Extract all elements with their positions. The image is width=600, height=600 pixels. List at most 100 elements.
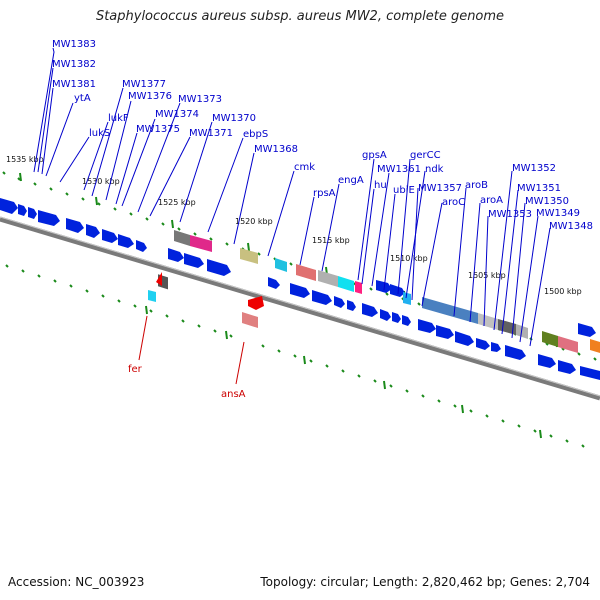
- gene-label: fer: [128, 364, 143, 375]
- lower-gene-callouts: [138, 315, 245, 385]
- gene-label: cmk: [294, 162, 315, 173]
- gene-label: rpsA: [313, 188, 336, 199]
- gene-arrow: [455, 331, 474, 346]
- tick-label: 1520 kbp: [235, 217, 273, 226]
- gene-arrow: [268, 277, 280, 289]
- gene-label: MW1383: [52, 39, 96, 50]
- gene-label: ubiE: [393, 185, 415, 196]
- gene-label: MW1381: [52, 79, 96, 90]
- gene-label: MW1376: [128, 91, 172, 102]
- rna-arrow: [248, 296, 264, 310]
- gene-label: MW1370: [212, 113, 256, 124]
- tick-label: 1525 kbp: [158, 198, 196, 207]
- gene-arrow: [168, 248, 184, 262]
- feature-box: [296, 264, 316, 281]
- gene-arrow: [347, 300, 356, 311]
- gene-callout-lines: [33, 47, 551, 347]
- gene-label: MW1348: [549, 221, 593, 232]
- gene-arrow: [184, 253, 204, 268]
- gene-label: ndk: [425, 164, 444, 175]
- feature-box: [148, 290, 156, 302]
- lower-gene-labels: fer ansA: [128, 364, 246, 400]
- gene-label: lukF: [108, 113, 129, 124]
- genome-backbone: [0, 216, 600, 401]
- kbp-tick-labels: 1535 kbp 1530 kbp 1525 kbp 1520 kbp 1515…: [6, 155, 582, 296]
- gene-arrow: [38, 210, 60, 226]
- feature-box: [355, 281, 362, 294]
- reverse-strand-features: [156, 272, 264, 310]
- gene-arrow: [402, 315, 411, 326]
- gene-label: MW1375: [136, 124, 180, 135]
- feature-box: [403, 292, 411, 305]
- accession-text: Accession: NC_003923: [8, 575, 145, 589]
- feature-box: [174, 230, 190, 246]
- upper-gene-labels: MW1383 MW1382 MW1381 ytA lukS lukF MW137…: [52, 39, 593, 232]
- feature-box: [338, 276, 354, 292]
- gene-arrow: [312, 290, 332, 305]
- gene-arrow: [491, 342, 501, 352]
- gene-label: MW1361: [377, 164, 421, 175]
- gene-label: MW1371: [189, 128, 233, 139]
- feature-boxes: [148, 230, 600, 353]
- gene-label: hu: [374, 180, 387, 191]
- gene-arrow: [538, 354, 556, 368]
- gene-label: aroC: [442, 197, 465, 208]
- feature-box: [240, 248, 258, 264]
- tick-label: 1505 kbp: [468, 271, 506, 280]
- gene-arrow: [558, 360, 576, 374]
- gene-arrow: [207, 259, 231, 276]
- feature-box: [542, 331, 558, 347]
- feature-box: [275, 258, 287, 272]
- gene-arrow: [102, 229, 118, 243]
- gene-arrow: [334, 296, 345, 308]
- gene-label: MW1382: [52, 59, 96, 70]
- gene-label: MW1377: [122, 79, 166, 90]
- gene-label: MW1351: [517, 183, 561, 194]
- gene-label: MW1350: [525, 196, 569, 207]
- gene-label: MW1357: [418, 183, 462, 194]
- gene-arrow: [418, 319, 436, 333]
- gene-label: gerCC: [410, 150, 441, 161]
- tick-label: 1535 kbp: [6, 155, 44, 164]
- gene-label: MW1368: [254, 144, 298, 155]
- gene-label: ytA: [74, 93, 91, 104]
- gene-label: lukS: [89, 128, 110, 139]
- gene-arrow: [476, 338, 490, 350]
- gene-label: MW1353: [488, 209, 532, 220]
- gene-arrow: [290, 283, 310, 298]
- tick-label: 1510 kbp: [390, 254, 428, 263]
- gene-arrow: [436, 325, 454, 339]
- gene-label: MW1349: [536, 208, 580, 219]
- feature-box: [190, 235, 212, 252]
- rna-arrow: [156, 272, 162, 286]
- gene-label: aroB: [465, 180, 488, 191]
- gene-arrow: [390, 284, 405, 297]
- feature-box: [242, 312, 258, 328]
- tick-label: 1530 kbp: [82, 177, 120, 186]
- inner-tick-ring: [5, 264, 585, 448]
- forward-genes: [0, 198, 600, 380]
- gene-arrow: [505, 345, 526, 360]
- gene-arrow: [28, 207, 37, 219]
- feature-box: [318, 270, 338, 287]
- outer-track-genes: [376, 280, 596, 337]
- gene-label: MW1374: [155, 109, 199, 120]
- gene-arrow: [392, 312, 401, 323]
- gene-arrow: [136, 240, 147, 252]
- tick-label: 1515 kbp: [312, 236, 350, 245]
- gene-arrow: [380, 309, 391, 321]
- gene-arrow: [18, 204, 27, 216]
- gene-arrow: [580, 366, 600, 380]
- gene-label: ebpS: [243, 129, 268, 140]
- gene-label: aroA: [480, 195, 503, 206]
- feature-box: [422, 297, 478, 324]
- genome-summary: Topology: circular; Length: 2,820,462 bp…: [260, 575, 590, 589]
- gene-label: engA: [338, 175, 364, 186]
- gene-arrow: [362, 303, 378, 317]
- gene-arrow: [0, 198, 18, 214]
- gene-arrow: [66, 218, 84, 233]
- feature-box: [558, 336, 578, 353]
- gene-arrow: [578, 323, 596, 337]
